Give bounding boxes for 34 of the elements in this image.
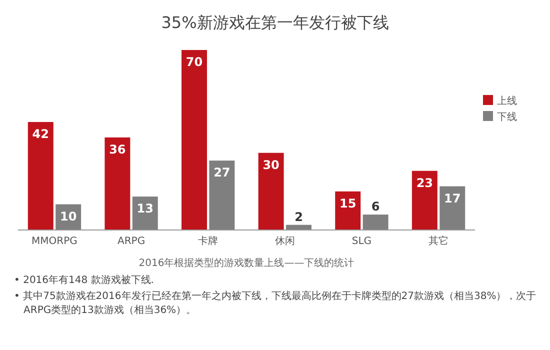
data-label: 13 — [136, 202, 154, 216]
legend-label: 上线 — [497, 95, 517, 107]
legend-label: 下线 — [497, 111, 517, 123]
data-label: 70 — [186, 55, 203, 69]
data-label: 6 — [371, 200, 380, 214]
text: 2016年根据类型的游戏数量上线——下线的统计 — [138, 257, 354, 269]
x-tick-label: ARPG — [118, 236, 146, 247]
bar — [104, 137, 130, 230]
data-label: 10 — [60, 209, 77, 224]
bar — [362, 214, 388, 230]
bar — [182, 50, 207, 230]
x-tick-label: 休闲 — [274, 235, 295, 247]
x-tick-label: SLG — [352, 236, 372, 247]
bar — [28, 122, 54, 230]
bar — [335, 191, 361, 230]
data-label: 2 — [294, 210, 303, 224]
data-label: 42 — [32, 127, 49, 141]
text: • 2016年有148 款游戏被下线. — [14, 274, 154, 286]
data-label: 23 — [416, 176, 434, 190]
x-tick-label: MMORPG — [32, 236, 78, 247]
data-label: 15 — [340, 196, 356, 210]
data-label: 27 — [214, 166, 230, 180]
bar — [258, 152, 284, 230]
data-label: 30 — [262, 158, 280, 172]
data-label: 36 — [109, 142, 126, 156]
text: • 其中75款游戏在2016年发行已经在第一年之内被下线，下线最高比例在于卡牌类型的27款游戏（相当38%），次于ARPG类型的13款游戏（相当36%）。 — [14, 290, 536, 316]
data-label: 17 — [444, 191, 461, 206]
bar — [440, 186, 466, 230]
x-tick-label: 卡牌 — [198, 235, 218, 247]
bar — [412, 170, 438, 230]
x-tick-label: 其它 — [428, 235, 449, 247]
bar — [209, 160, 235, 230]
bar — [132, 196, 158, 230]
chart-title: 35%新游戏在第一年发行被下线 — [161, 13, 389, 32]
